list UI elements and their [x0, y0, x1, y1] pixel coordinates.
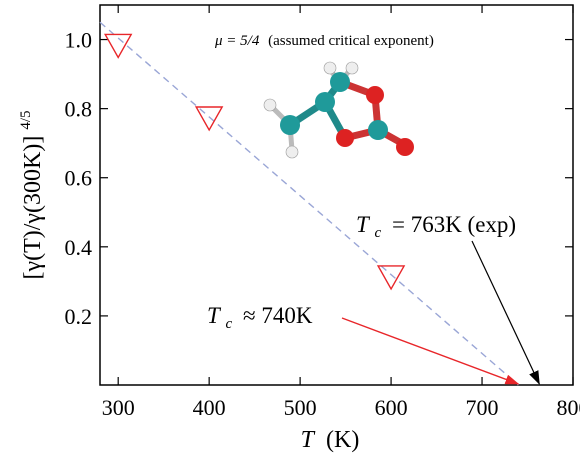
data-point [103, 33, 133, 59]
x-axis-variable: T [301, 427, 316, 453]
tc-estimate-arrow [341, 317, 520, 385]
tc-exp-symbol: T [356, 212, 371, 237]
y-tick-label: 1.0 [65, 28, 93, 53]
tc-experiment-label: T c = 763K (exp) [356, 212, 516, 242]
y-axis-label: [γ(T)/γ(300K)] 4/5 [18, 111, 46, 280]
x-axis-label: T (K) [301, 427, 360, 453]
tc-exp-subscript: c [375, 225, 382, 241]
x-tick-label: 500 [284, 395, 317, 420]
tc-est-symbol: T [207, 303, 222, 328]
tc-est-value: ≈ 740K [243, 303, 313, 328]
x-tick-label: 300 [102, 395, 135, 420]
x-axis-unit: (K) [326, 427, 359, 453]
x-tick-label: 700 [466, 395, 499, 420]
axis-tick-labels: 300 400 500 600 700 800 0.2 0.4 0.6 0.8 1.0 [65, 28, 580, 420]
x-tick-label: 800 [557, 395, 580, 420]
exponent-annotation: μ = 5/4 (assumed critical exponent) [214, 33, 434, 49]
y-tick-label: 0.6 [65, 166, 93, 191]
tc-experiment-arrow [471, 240, 540, 385]
tc-est-subscript: c [226, 316, 233, 332]
exponent-prefix: μ = 5/4 [214, 33, 260, 49]
exponent-note: (assumed critical exponent) [268, 33, 434, 49]
y-axis-label-main: [γ(T)/γ(300K)] [20, 136, 46, 280]
data-point [194, 106, 224, 132]
axis-ticks [100, 5, 574, 385]
y-axis-label-exponent: 4/5 [18, 111, 34, 130]
y-tick-label: 0.4 [65, 235, 93, 260]
plot-frame [99, 4, 574, 386]
data-points [103, 33, 406, 291]
molecule-illustration [263, 61, 414, 159]
data-point [376, 265, 406, 291]
x-tick-label: 600 [375, 395, 408, 420]
tc-estimate-label: T c ≈ 740K [207, 303, 313, 333]
x-tick-label: 400 [193, 395, 226, 420]
y-tick-label: 0.2 [65, 304, 93, 329]
fit-line [99, 21, 519, 386]
tc-exp-value: = 763K (exp) [392, 212, 516, 237]
y-tick-label: 0.8 [65, 97, 93, 122]
